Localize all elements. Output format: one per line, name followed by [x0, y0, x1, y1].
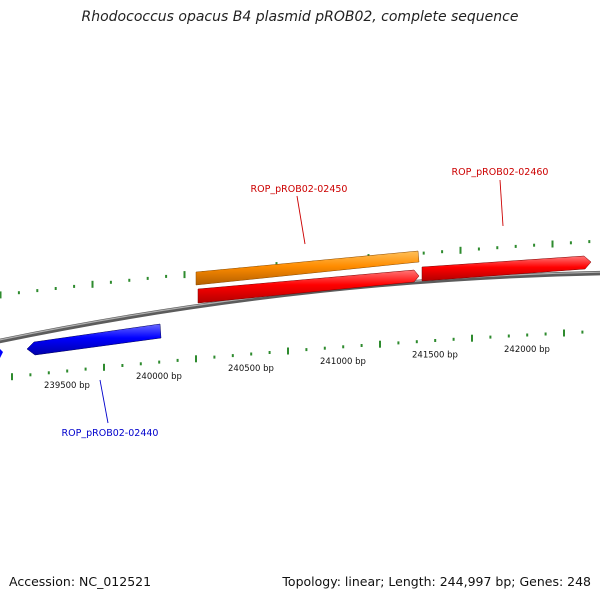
gene-rop-prob02-02440[interactable]	[26, 323, 162, 356]
accession-label: Accession: NC_012521	[9, 574, 152, 589]
gene-label-02450[interactable]: ROP_pROB02-02450	[251, 184, 348, 195]
topology-summary: Topology: linear; Length: 244,997 bp; Ge…	[282, 574, 591, 589]
scale-ticks-lower	[11, 329, 584, 381]
page-title: Rhodococcus opacus B4 plasmid pROB02, co…	[81, 9, 519, 25]
connector-02460	[499, 179, 504, 227]
gene-rop-prob02-02460[interactable]	[421, 255, 592, 282]
gene-label-02460[interactable]: ROP_pROB02-02460	[452, 167, 549, 178]
connector-02440	[99, 379, 109, 424]
scale-label: 241000 bp	[320, 357, 366, 367]
gene-label-02440[interactable]: ROP_pROB02-02440	[62, 428, 159, 439]
scale-label: 242000 bp	[504, 345, 550, 355]
gene-rop-prob02-02450[interactable]	[195, 250, 420, 286]
scale-label: 240500 bp	[228, 364, 274, 374]
gene-blue-fragment[interactable]	[0, 349, 3, 358]
scale-label: 240000 bp	[136, 372, 182, 382]
scale-label: 239500 bp	[44, 381, 90, 391]
scale-labels: 239500 bp 240000 bp 240500 bp 241000 bp 2415…	[44, 345, 550, 391]
gene-red-unlabeled[interactable]	[197, 269, 420, 304]
connector-02450	[296, 195, 306, 245]
scale-label: 241500 bp	[412, 351, 458, 361]
